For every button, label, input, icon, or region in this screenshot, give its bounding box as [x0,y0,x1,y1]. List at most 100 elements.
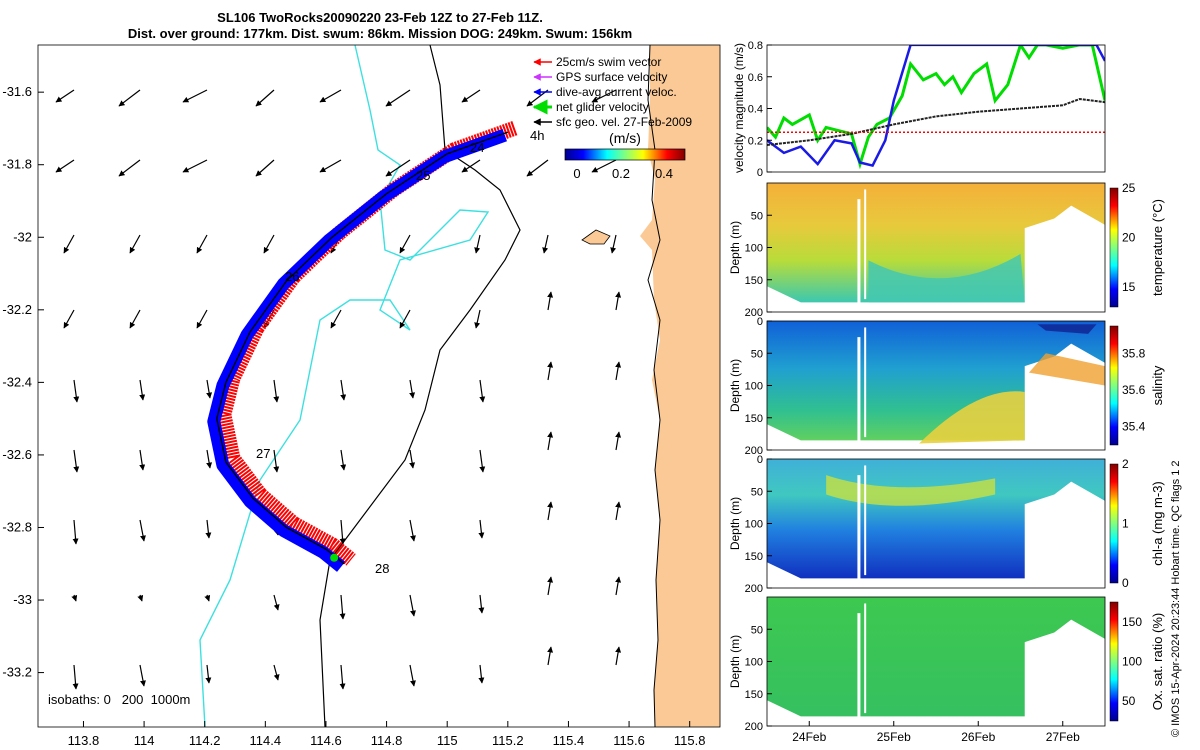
isobath-1000 [199,44,490,728]
chla-ytick-3: 150 [745,551,763,563]
map-ytick-1: -31.8 [2,157,32,172]
quiver-arrow-5 [385,89,411,107]
quiver-arrow-59 [409,519,416,542]
land-mass [640,45,720,727]
quiver-arrow-51 [479,449,486,473]
legend-entry-1: GPS surface velocity [556,70,667,84]
day-label-27: 27 [256,446,270,461]
quiver-arrow-11 [182,159,208,173]
oxygen-ytick-0: 50 [751,624,763,636]
map-xtick-0: 113.8 [68,733,100,748]
salinity-ytick-1: 50 [751,348,763,360]
map-ytick-6: -32.8 [2,519,32,534]
velocity-panel: 0 0.2 0.4 0.6 0.8 velocity magnitude (m/s) [732,40,1106,179]
salinity-cbar-tick-2: 35.4 [1122,420,1146,434]
map-y-axis: -31.6 -31.8 -32 -32.2 -32.4 -32.6 -32.8 -33 -33.… [2,84,44,680]
map-xtick-6: 115 [437,733,458,748]
salinity-ytick-2: 100 [745,381,763,393]
quiver-arrow-35 [615,291,622,311]
quiver-arrow-45 [73,449,80,473]
oxygen-field [767,597,1105,717]
temperature-cbar-tick-0: 25 [1122,181,1136,195]
quiver-arrow-36 [73,379,80,403]
quiver-arrow-8 [591,89,617,103]
quiver-arrow-58 [339,519,346,545]
quiver-arrow-27 [63,309,75,329]
temperature-cbar-tick-2: 15 [1122,280,1136,294]
quiver-arrow-42 [479,379,486,403]
quiver-arrow-75 [273,664,280,681]
quiver-arrow-62 [615,501,622,521]
quiver-arrow-74 [205,664,212,684]
oxygen-ytick-1: 100 [745,657,763,669]
quiver-arrow-9 [55,159,75,173]
map-ytick-0: -31.6 [2,84,32,99]
quiver-arrow-41 [409,379,416,399]
map-ytick-5: -32.6 [2,447,32,462]
quiver-arrow-79 [547,646,554,666]
velocity-ytick-3: 0.6 [748,72,763,84]
quiver-arrow-10 [118,159,141,177]
quiver-arrow-6 [461,89,481,103]
legend-entry-2: dive-avg current veloc. [556,85,677,99]
quiver-arrow-72 [72,664,79,690]
day-labels: 24 25 26 27 28 4h [256,128,544,576]
quiver-arrow-25 [542,234,549,254]
quiver-arrow-26 [610,234,617,254]
quiver-arrow-61 [547,501,554,521]
quiver-arrow-73 [139,664,146,687]
quiver-arrow-4 [319,89,342,103]
quiver-arrow-68 [409,594,416,617]
quiver-arrow-3 [255,89,275,107]
quiver-arrow-34 [547,291,554,311]
map-xtick-8: 115.4 [553,733,585,748]
chla-ytick-1: 50 [751,486,763,498]
quiver-arrow-49 [340,449,347,471]
quiver-arrow-71 [615,576,622,596]
day-label-24: 24 [470,140,484,155]
quiver-arrow-63 [71,594,78,602]
map-ytick-7: -33 [13,592,32,607]
quiver-arrow-29 [196,309,208,329]
time-xtick-1: 25Feb [877,730,911,744]
salinity-cbar-tick-0: 35.8 [1122,346,1146,360]
quiver-arrow-1 [118,89,141,107]
velocity-ylabel: velocity magnitude (m/s) [732,43,746,173]
map-xtick-9: 115.6 [613,733,645,748]
quiver-arrow-69 [478,594,485,614]
oxygen-ytick-2: 150 [745,689,763,701]
salinity-ytick-4: 200 [745,445,763,457]
quiver-arrow-52 [547,431,554,451]
map-xtick-4: 114.6 [310,733,342,748]
chla-cbar-tick-0: 2 [1122,457,1129,471]
surface-velocity-arrows [55,89,622,690]
oxygen-cbar-tick-1: 100 [1122,655,1142,669]
chla-cbar-tick-1: 1 [1122,517,1129,531]
colorbar-tick-1: 0.2 [612,166,630,181]
quiver-arrow-44 [615,361,622,381]
time-axis: 24Feb 25Feb 26Feb 27Feb [792,721,1080,744]
quiver-arrow-28 [129,309,141,329]
quiver-arrow-66 [273,594,280,611]
chla-ytick-0: 0 [757,454,763,466]
time-xtick-2: 26Feb [961,730,995,744]
velocity-series-2 [767,97,1105,146]
quiver-arrow-76 [339,664,346,690]
quiver-arrow-56 [205,519,212,539]
quiver-arrow-33 [474,309,481,329]
map-ytick-3: -32.2 [2,302,32,317]
quiver-arrow-46 [139,449,146,471]
quiver-arrow-80 [615,646,622,666]
temperature-cbar-label: temperature (°C) [1150,199,1165,296]
legend-entry-4: sfc geo. vel. 27-Feb-2009 [556,115,692,129]
temperature-ytick-1: 100 [745,243,763,255]
quiver-arrow-15 [461,159,481,173]
quiver-arrow-78 [478,664,485,684]
salinity-ytick-0: 0 [757,316,763,328]
temperature-cbar-tick-1: 20 [1122,231,1136,245]
temperature-ytick-3: 200 [745,307,763,319]
map-ytick-4: -32.4 [2,374,32,389]
quiver-arrow-40 [340,379,347,401]
speed-colorbar: (m/s) 0 0.2 0.4 [564,130,686,181]
